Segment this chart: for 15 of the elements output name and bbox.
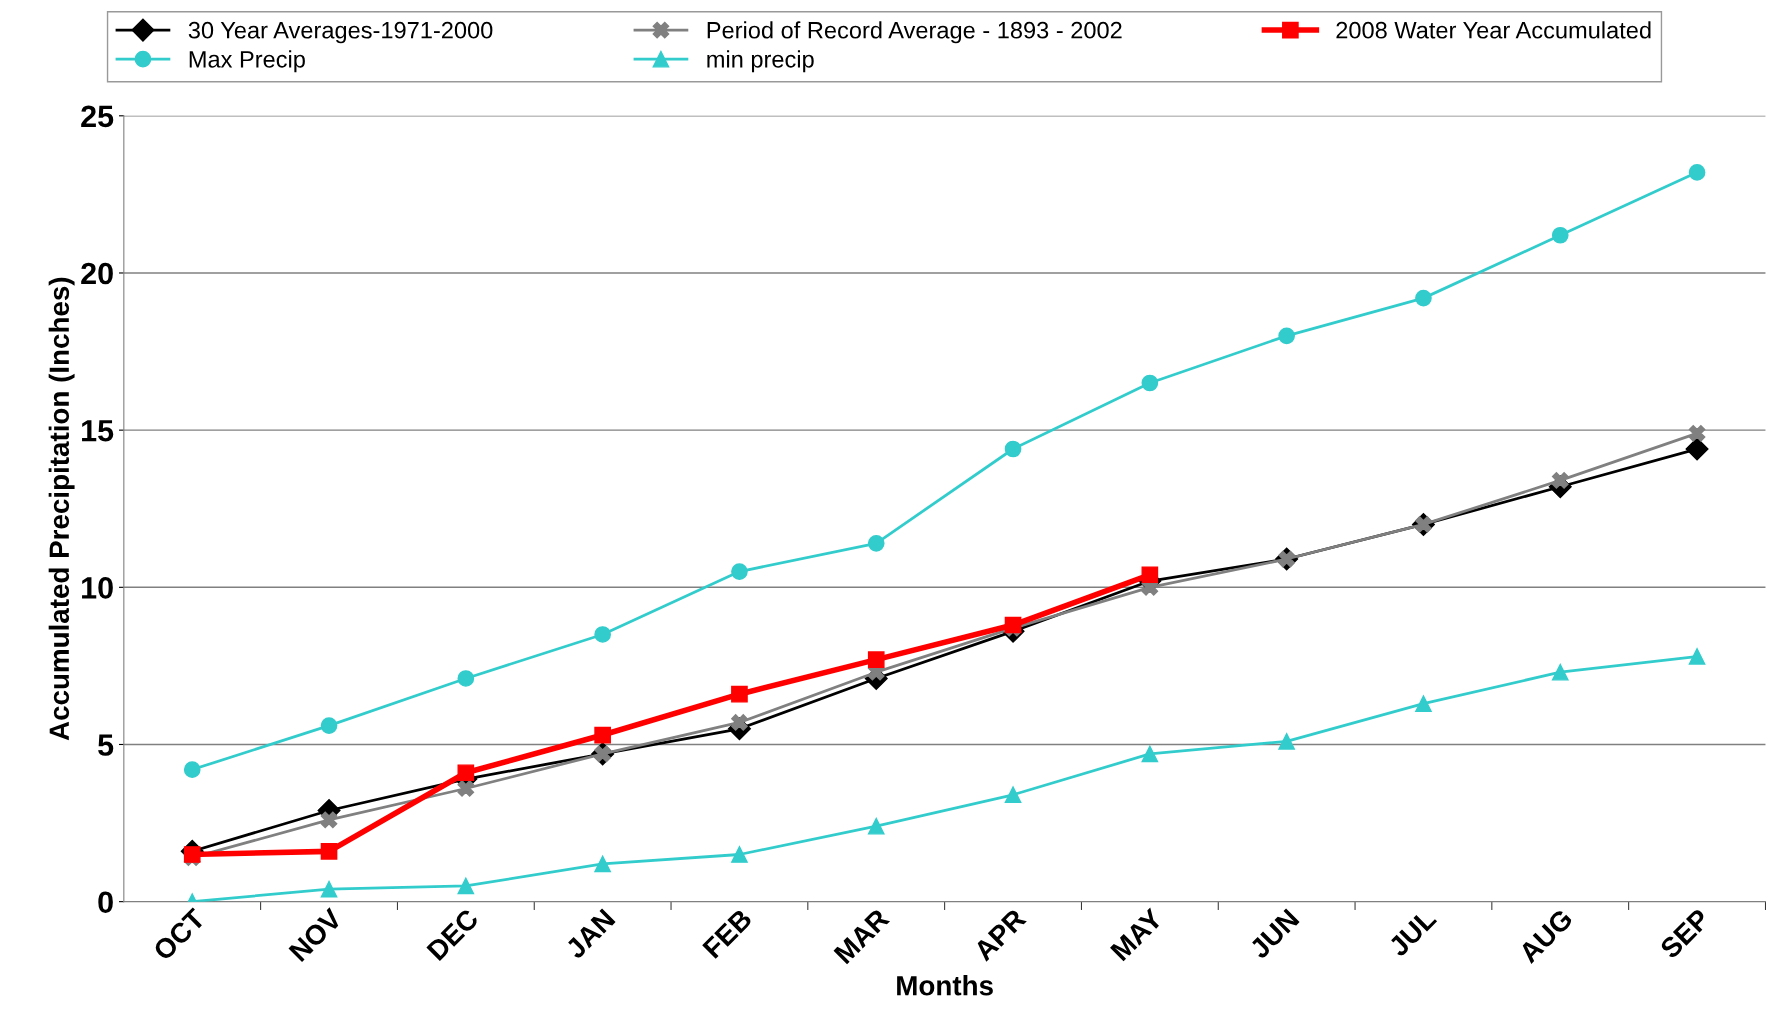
x-axis-title: Months <box>897 975 993 996</box>
y-tick-label: 10 <box>82 577 113 599</box>
y-axis-title: Accumulated Precipitation (Inches) <box>48 277 75 741</box>
y-tick-label: 15 <box>82 420 114 442</box>
legend-label: Period of Record Average - 1893 - 2002 <box>707 21 1122 44</box>
y-tick-label: 25 <box>81 105 114 128</box>
legend-label: Max Precip <box>189 50 305 73</box>
y-tick-label: 0 <box>98 891 113 914</box>
y-tick-label: 20 <box>81 262 113 285</box>
y-tick-label: 5 <box>98 734 114 756</box>
x-tick-label: JUL <box>1387 907 1438 958</box>
legend-label: 2008 Water Year Accumulated <box>1336 21 1651 39</box>
legend-label: min precip <box>707 50 814 73</box>
legend-label: 30 Year Averages-1971-2000 <box>188 21 493 44</box>
x-tick-label: SEP <box>1658 907 1711 960</box>
